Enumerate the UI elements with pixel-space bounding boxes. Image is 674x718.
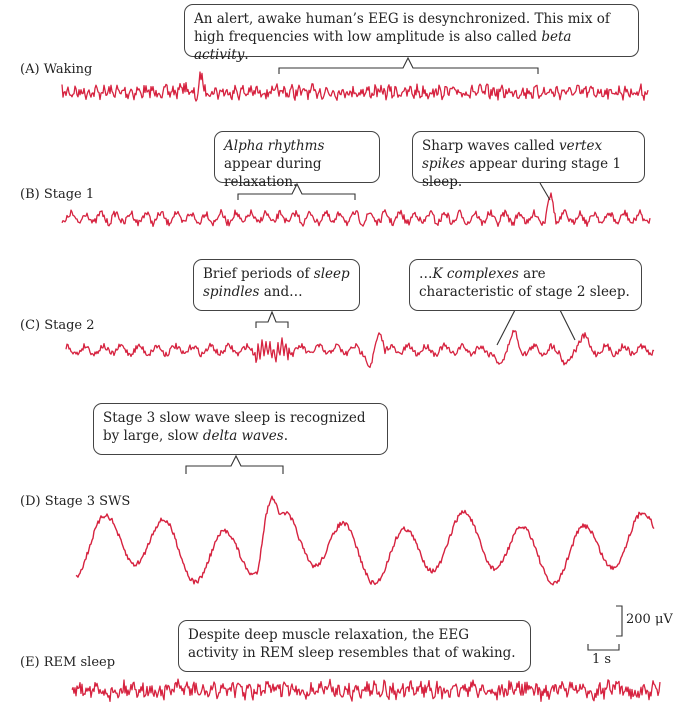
trace-waking [61,71,649,102]
scale-amplitude-label: 200 μV [626,612,673,627]
alpha-brace [237,182,356,200]
scale-time-label: 1 s [592,652,612,667]
panel-label-waking: (A) Waking [20,62,93,77]
callout-spindles: Brief periods of sleep spindles and… [193,259,360,311]
callout-rem: Despite deep muscle relaxation, the EEG … [178,620,531,672]
callout-vertex: Sharp waves called vertex spikes appear … [412,131,645,190]
callout-delta: Stage 3 slow wave sleep is recognized by… [93,403,388,455]
panel-label-stage2: (C) Stage 2 [20,318,95,333]
callout-alpha: Alpha rhythms appear during relaxation. [214,131,380,190]
trace-rem [71,678,661,703]
panel-label-stage1: (B) Stage 1 [20,187,95,202]
callout-kcomplex: …K complexes are characteristic of stage… [409,259,642,311]
waking-brace [278,56,539,74]
panel-label-stage3: (D) Stage 3 SWS [20,494,131,509]
trace-stage1 [61,192,651,228]
trace-stage2 [65,329,655,369]
kcomplex-pointer-2 [559,309,576,341]
trace-stage3 [75,495,655,586]
scale-bar-amplitude [616,605,623,637]
scale-bar-time [587,644,620,651]
spindle-brace [255,310,289,328]
callout-waking: An alert, awake human’s EEG is desynchro… [184,4,639,63]
kcomplex-pointer-1 [496,309,516,346]
vertex-pointer [539,182,551,201]
panel-label-rem: (E) REM sleep [20,655,116,670]
delta-brace [185,454,284,474]
